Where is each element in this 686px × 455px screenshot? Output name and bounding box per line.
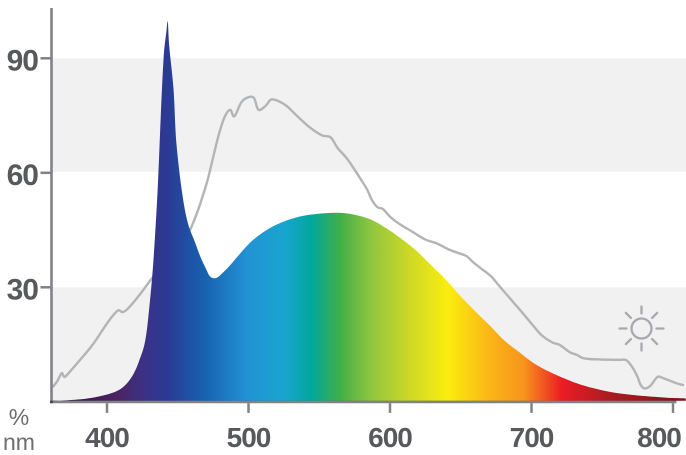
tick-labels: 30 60 90 400 500 600 700 800%nm: [3, 44, 682, 455]
x-tick-label-400: 400: [85, 422, 129, 453]
sun-icon-ray: [624, 311, 633, 320]
sun-icon-ray: [624, 337, 633, 346]
sun-icon-ray: [650, 311, 659, 320]
sun-icon: [618, 305, 665, 352]
sun-icon-core: [630, 317, 653, 340]
y-band: [52, 58, 686, 172]
x-tick-label-600: 600: [368, 422, 412, 453]
y-tick-label-60: 60: [7, 159, 39, 192]
y-tick-label-30: 30: [7, 273, 39, 306]
axes: [40, 8, 677, 413]
x-tick-label-700: 700: [510, 422, 554, 453]
x-axis-unit-label: nm: [3, 429, 35, 455]
x-tick-label-500: 500: [227, 422, 271, 453]
led-spectrum-area: [53, 21, 686, 401]
x-tick-label-800: 800: [637, 422, 681, 453]
y-axis-unit-label: %: [9, 404, 29, 430]
y-tick-label-90: 90: [7, 44, 39, 77]
sun-icon-ray: [650, 337, 659, 346]
